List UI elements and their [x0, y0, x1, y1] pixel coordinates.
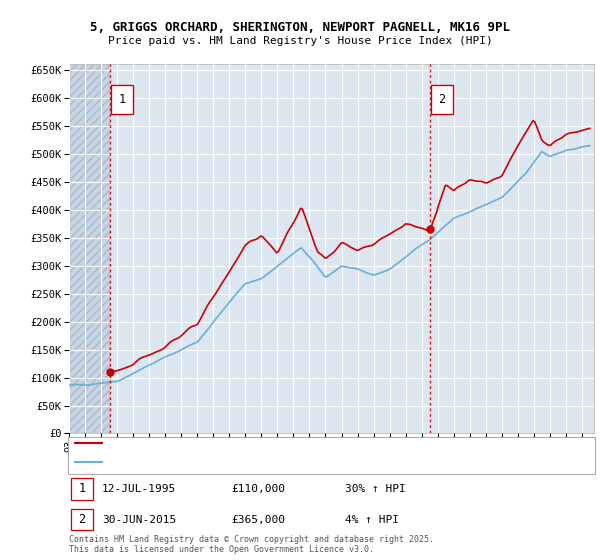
Text: 2: 2 [79, 513, 85, 526]
Text: 4% ↑ HPI: 4% ↑ HPI [345, 515, 399, 525]
Text: Contains HM Land Registry data © Crown copyright and database right 2025.
This d: Contains HM Land Registry data © Crown c… [69, 535, 434, 554]
Text: £365,000: £365,000 [231, 515, 285, 525]
Text: Price paid vs. HM Land Registry's House Price Index (HPI): Price paid vs. HM Land Registry's House … [107, 36, 493, 46]
Text: 5, GRIGGS ORCHARD, SHERINGTON, NEWPORT PAGNELL, MK16 9PL (detached house): 5, GRIGGS ORCHARD, SHERINGTON, NEWPORT P… [108, 438, 528, 448]
Text: HPI: Average price, detached house, Milton Keynes: HPI: Average price, detached house, Milt… [108, 458, 390, 467]
Text: 30% ↑ HPI: 30% ↑ HPI [345, 484, 406, 494]
Bar [69, 64, 110, 433]
Text: £110,000: £110,000 [231, 484, 285, 494]
Text: 30-JUN-2015: 30-JUN-2015 [102, 515, 176, 525]
FancyBboxPatch shape [111, 85, 133, 114]
Text: 5, GRIGGS ORCHARD, SHERINGTON, NEWPORT PAGNELL, MK16 9PL: 5, GRIGGS ORCHARD, SHERINGTON, NEWPORT P… [90, 21, 510, 34]
Text: 1: 1 [118, 93, 125, 106]
Bar [69, 64, 110, 433]
Text: 12-JUL-1995: 12-JUL-1995 [102, 484, 176, 494]
FancyBboxPatch shape [431, 85, 453, 114]
Text: 1: 1 [79, 482, 85, 496]
Text: 2: 2 [439, 93, 445, 106]
